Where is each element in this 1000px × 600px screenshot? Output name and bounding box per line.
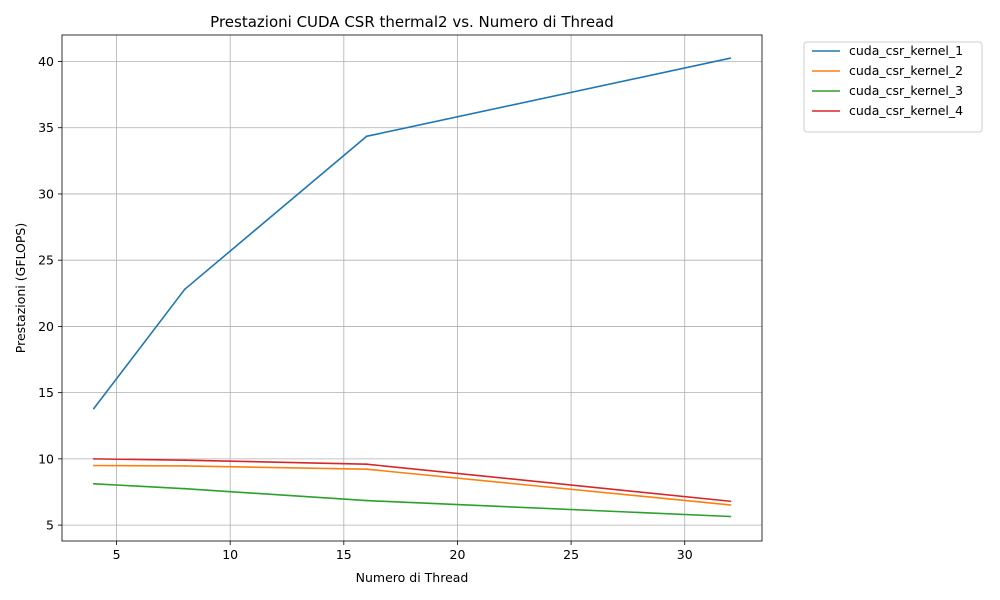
data-point-cuda_csr_kernel_3 (92, 482, 95, 485)
data-point-cuda_csr_kernel_2 (183, 464, 186, 467)
legend: cuda_csr_kernel_1 cuda_csr_kernel_2 cuda_c… (803, 41, 983, 133)
series-line-cuda_csr_kernel_3 (93, 482, 731, 518)
series-line-cuda_csr_kernel_2 (93, 464, 731, 506)
data-point-cuda_csr_kernel_4 (92, 457, 95, 460)
x-tick-label: 10 (222, 547, 238, 562)
grid-layer (62, 35, 762, 541)
data-point-cuda_csr_kernel_3 (183, 487, 186, 490)
y-tick-label: 30 (38, 186, 54, 201)
y-tick-label: 40 (38, 54, 54, 69)
data-point-cuda_csr_kernel_4 (183, 459, 186, 462)
x-tick-label: 30 (677, 547, 693, 562)
data-point-cuda_csr_kernel_3 (365, 499, 368, 502)
data-point-cuda_csr_kernel_1 (365, 135, 368, 138)
data-point-cuda_csr_kernel_4 (729, 500, 732, 503)
y-tick-label: 35 (38, 120, 54, 135)
data-point-cuda_csr_kernel_3 (729, 515, 732, 518)
y-tick-label: 15 (38, 385, 54, 400)
data-point-cuda_csr_kernel_4 (365, 463, 368, 466)
data-point-cuda_csr_kernel_1 (92, 407, 95, 410)
data-point-cuda_csr_kernel_2 (729, 504, 732, 506)
data-point-cuda_csr_kernel_2 (92, 464, 95, 467)
y-tick-label: 10 (38, 451, 54, 466)
plot-area-frame (61, 34, 763, 542)
x-tick-label: 20 (450, 547, 466, 562)
legend-label: cuda_csr_kernel_2 (849, 63, 963, 78)
y-tick-label: 5 (46, 518, 54, 533)
y-axis-label: Prestazioni (GFLOPS) (13, 223, 28, 353)
y-tick-label: 20 (38, 319, 54, 334)
data-point-cuda_csr_kernel_1 (183, 288, 186, 291)
x-tick-label: 5 (113, 547, 121, 562)
series-layer (92, 57, 732, 518)
legend-label: cuda_csr_kernel_4 (849, 103, 963, 118)
x-axis-label: Numero di Thread (356, 570, 469, 585)
y-tick-label: 25 (38, 253, 54, 268)
legend-label: cuda_csr_kernel_1 (849, 43, 963, 58)
legend-label: cuda_csr_kernel_3 (849, 83, 963, 98)
x-tick-label: 15 (336, 547, 352, 562)
tick-layer: 5 10 15 20 25 30 5 10 15 20 25 30 35 40 (38, 54, 693, 562)
data-point-cuda_csr_kernel_2 (365, 468, 368, 471)
series-line-cuda_csr_kernel_4 (93, 458, 731, 503)
series-line-cuda_csr_kernel_1 (93, 57, 731, 410)
legend-frame (803, 41, 983, 133)
x-tick-label: 25 (563, 547, 579, 562)
data-point-cuda_csr_kernel_1 (729, 57, 732, 60)
chart-title: Prestazioni CUDA CSR thermal2 vs. Numero… (210, 13, 614, 31)
